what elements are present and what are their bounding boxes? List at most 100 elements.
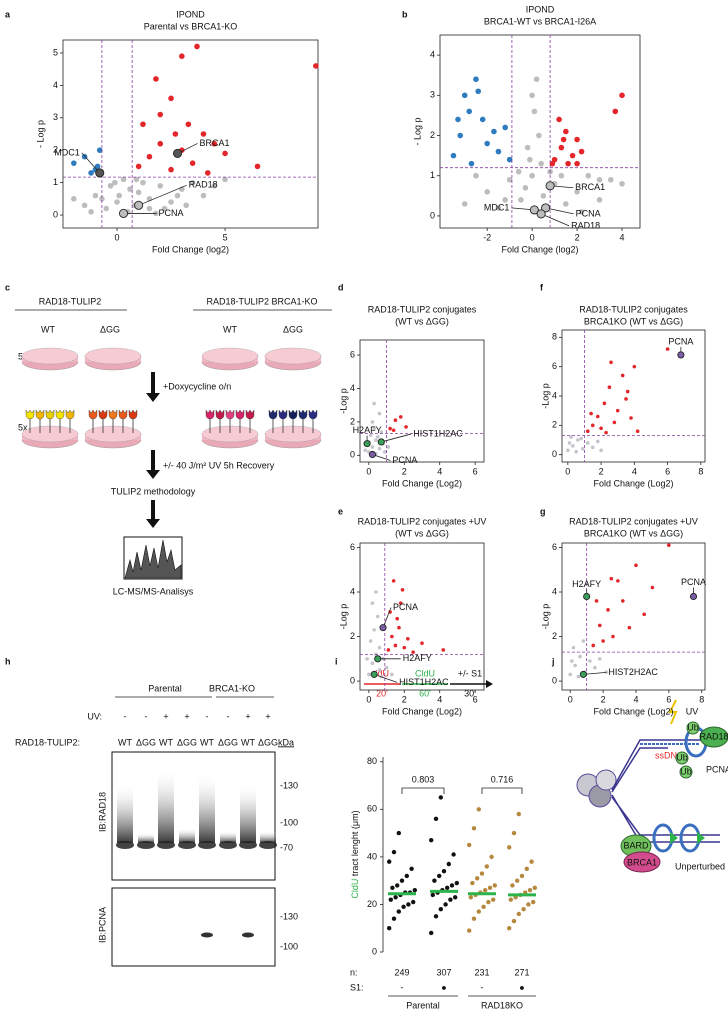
- point: [204, 170, 211, 176]
- point: [161, 205, 168, 212]
- point: [375, 435, 380, 439]
- point: [566, 448, 570, 453]
- point: [616, 579, 620, 583]
- point: [576, 674, 581, 679]
- point: [222, 176, 228, 183]
- pin-head: [118, 409, 128, 420]
- point: [479, 871, 485, 876]
- point: [621, 599, 625, 603]
- blot-pcna: [111, 887, 276, 967]
- annotation: HIST2H2AC: [608, 667, 658, 677]
- label: Unperturbed: [675, 861, 725, 871]
- point: [476, 807, 481, 812]
- pin-head: [288, 409, 298, 420]
- chart-subtitle: BRCA1-WT vs BRCA1-I26A: [484, 16, 596, 26]
- pin-head: [205, 409, 215, 420]
- point: [396, 830, 401, 836]
- point: [486, 899, 491, 905]
- point: [585, 172, 592, 179]
- p-value: 0.716: [491, 774, 514, 784]
- x-tick-label: 6: [473, 466, 478, 476]
- x-tick-label: 0: [530, 232, 535, 242]
- point: [372, 426, 376, 431]
- point: [157, 183, 164, 189]
- panel-letter: i: [335, 656, 338, 666]
- point: [379, 430, 384, 434]
- uv-sign: +: [163, 711, 168, 721]
- point: [168, 166, 174, 173]
- point: [491, 128, 497, 135]
- point: [632, 364, 637, 369]
- point: [393, 418, 398, 423]
- point: [445, 885, 450, 890]
- point: [402, 645, 407, 650]
- point: [114, 199, 120, 205]
- point: [510, 883, 515, 888]
- panel-letter: e: [338, 506, 343, 516]
- point: [591, 643, 596, 648]
- smear: [240, 783, 256, 843]
- point: [189, 179, 196, 186]
- band: [157, 841, 175, 849]
- point: [650, 585, 655, 590]
- point: [398, 415, 403, 419]
- y-axis-label: -Log p: [540, 383, 550, 409]
- point: [194, 43, 200, 50]
- y-tick-label: 0: [350, 675, 355, 685]
- point: [153, 76, 159, 82]
- point: [518, 197, 524, 203]
- step-label: CldU: [415, 668, 435, 678]
- y-tick-label: 3: [53, 112, 58, 122]
- chart-title: RAD18-TULIP2 conjugates +UV: [358, 516, 487, 526]
- smear: [179, 828, 195, 843]
- point: [391, 849, 397, 855]
- condition: ΔGG: [283, 324, 303, 334]
- point: [604, 430, 608, 435]
- point: [484, 140, 490, 147]
- panel-letter: a: [5, 9, 11, 19]
- y-tick-label: 4: [552, 390, 557, 400]
- point: [595, 414, 600, 419]
- y-tick-label: 6: [552, 542, 557, 552]
- point: [377, 446, 382, 451]
- point: [211, 183, 218, 189]
- point: [174, 192, 181, 199]
- group-label: Parental: [148, 683, 182, 693]
- point: [519, 873, 525, 879]
- highlight-point: [379, 624, 387, 632]
- marker: -100: [280, 817, 298, 827]
- point: [568, 672, 573, 677]
- point: [532, 885, 537, 890]
- point: [457, 132, 464, 139]
- point: [411, 899, 416, 905]
- highlight-point: [579, 670, 587, 678]
- point: [599, 448, 603, 453]
- pin-head: [65, 409, 75, 420]
- ub: [679, 765, 693, 779]
- plot-frame: [62, 39, 319, 229]
- point: [183, 202, 189, 209]
- point: [602, 401, 607, 406]
- panel-letter: j: [551, 656, 555, 666]
- x-tick-label: 0: [565, 466, 570, 476]
- point: [406, 902, 411, 907]
- x-tick-label: 4: [437, 466, 442, 476]
- point: [391, 579, 396, 583]
- x-tick-label: 4: [437, 694, 442, 704]
- point: [390, 672, 394, 677]
- point: [390, 885, 395, 890]
- point: [120, 176, 127, 183]
- point: [404, 873, 409, 879]
- x-tick-label: 5: [223, 232, 228, 242]
- point: [506, 156, 513, 163]
- point: [507, 845, 512, 850]
- annotation: BRCA1: [575, 182, 605, 192]
- n-value: 307: [436, 967, 451, 977]
- y-tick-label: 2: [350, 631, 355, 641]
- highlight-point: [118, 208, 129, 218]
- y-tick-label: 40: [367, 851, 377, 861]
- point: [569, 435, 573, 439]
- pin-head: [45, 409, 55, 420]
- point: [484, 864, 489, 869]
- point: [429, 930, 434, 936]
